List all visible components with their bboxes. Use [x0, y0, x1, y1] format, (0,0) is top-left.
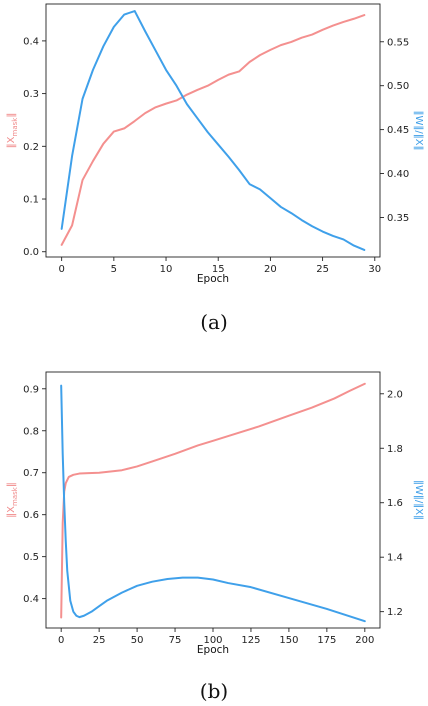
y-right-tick: 0.40 — [380, 169, 409, 180]
x-tick: 20 — [264, 257, 277, 275]
y-left-tick-label: 0.4 — [23, 594, 39, 605]
x-tick-label: 0 — [58, 264, 64, 275]
y-left-tick: 0.7 — [23, 468, 46, 479]
x-tick: 200 — [355, 628, 374, 646]
y-left-tick: 0.4 — [23, 36, 46, 47]
y-right-tick: 0.50 — [380, 81, 409, 92]
y-left-tick-label: 0.1 — [23, 195, 39, 206]
x-tick-label: 30 — [368, 264, 381, 275]
series-line-left — [60, 382, 366, 619]
x-tick-label: 20 — [264, 264, 277, 275]
y-right-tick: 1.8 — [380, 444, 403, 455]
y-right-tick: 0.35 — [380, 213, 409, 224]
y-left-tick-label: 0.2 — [23, 142, 39, 153]
y-left-tick-label: 0.6 — [23, 510, 39, 521]
y-right-tick: 2.0 — [380, 389, 403, 400]
y-right-tick-label: 1.2 — [387, 607, 403, 618]
y-right-tick-label: 0.45 — [387, 125, 409, 136]
series-line-right — [60, 384, 366, 623]
y-right-tick-label: 0.35 — [387, 213, 409, 224]
y-left-label-sub: mask — [11, 486, 19, 506]
y-right-axis-label: ‖W‖/‖X‖ — [413, 110, 424, 150]
y-left-tick-label: 0.9 — [23, 384, 39, 395]
x-tick-label: 15 — [212, 264, 225, 275]
chart-a: 0 5 10 15 20 25 30 0.0 0.1 0.2 0.3 0.4 0.35 0.40 0.45 0… — [6, 3, 424, 334]
y-right-tick-label: 0.50 — [387, 81, 409, 92]
x-tick: 25 — [316, 257, 329, 275]
y-left-axis-label: ‖Xmask‖ — [6, 113, 19, 149]
x-tick-label: 10 — [160, 264, 173, 275]
x-tick-label: 50 — [131, 635, 144, 646]
x-tick: 150 — [279, 628, 298, 646]
x-tick-label: 25 — [93, 635, 106, 646]
y-right-tick-label: 1.6 — [387, 498, 403, 509]
y-right-tick: 1.2 — [380, 607, 403, 618]
x-tick: 75 — [169, 628, 182, 646]
y-right-tick-label: 2.0 — [387, 389, 403, 400]
x-tick: 25 — [93, 628, 106, 646]
x-axis-label: Epoch — [197, 273, 229, 285]
y-left-tick: 0.8 — [23, 426, 46, 437]
plot-frame — [45, 371, 381, 629]
y-right-tick-label: 1.4 — [387, 553, 403, 564]
y-left-label-sub: mask — [11, 117, 19, 137]
x-tick-label: 125 — [241, 635, 260, 646]
x-tick: 50 — [131, 628, 144, 646]
series-line-right — [60, 10, 366, 251]
x-tick-label: 5 — [111, 264, 117, 275]
x-tick: 30 — [368, 257, 381, 275]
x-tick: 100 — [203, 628, 223, 646]
y-left-tick-label: 0.5 — [23, 552, 39, 563]
y-left-label-end: ‖ — [6, 113, 17, 118]
y-right-tick-label: 0.55 — [387, 37, 409, 48]
x-tick: 10 — [160, 257, 173, 275]
x-tick: 0 — [58, 257, 65, 275]
y-left-tick-label: 0.4 — [23, 36, 39, 47]
y-right-axis-label: ‖W‖/‖X‖ — [413, 480, 424, 520]
y-left-label-main: ‖X — [6, 136, 17, 148]
x-tick-label: 75 — [169, 635, 182, 646]
y-right-tick: 0.45 — [380, 125, 409, 136]
x-tick-label: 150 — [279, 635, 298, 646]
y-left-tick: 0.3 — [23, 89, 46, 100]
y-left-tick: 0.2 — [23, 142, 46, 153]
y-left-tick: 0.1 — [23, 195, 46, 206]
y-right-tick-label: 0.40 — [387, 169, 409, 180]
y-right-tick: 1.6 — [380, 498, 403, 509]
y-left-axis-label: ‖Xmask‖ — [6, 482, 19, 518]
y-right-tick: 1.4 — [380, 553, 403, 564]
y-right-tick-label: 1.8 — [387, 444, 403, 455]
x-axis-label: Epoch — [197, 644, 229, 656]
x-tick: 15 — [212, 257, 225, 275]
plot-frame — [45, 3, 381, 258]
y-left-tick-label: 0.3 — [23, 89, 39, 100]
x-tick-label: 25 — [316, 264, 329, 275]
y-left-label-end: ‖ — [6, 482, 17, 487]
figure-caption: (a) — [200, 310, 228, 334]
y-left-tick: 0.6 — [23, 510, 46, 521]
x-tick: 0 — [58, 628, 64, 646]
series-line-left — [60, 14, 366, 246]
x-tick-label: 175 — [317, 635, 336, 646]
x-tick-label: 100 — [203, 635, 222, 646]
y-left-tick-label: 0.0 — [23, 247, 39, 258]
y-right-tick: 0.55 — [380, 37, 409, 48]
y-left-tick: 0.0 — [23, 247, 46, 258]
y-left-tick-label: 0.8 — [23, 426, 39, 437]
x-tick: 5 — [111, 257, 117, 275]
figure-caption: (b) — [200, 679, 228, 703]
chart-b: 0 25 50 75 100 125 150 175 200 0.4 0.5 0.6 0.7 0.8 0.9… — [6, 371, 424, 703]
y-left-label-main: ‖X — [6, 506, 17, 518]
x-tick: 175 — [317, 628, 336, 646]
x-tick-label: 0 — [58, 635, 64, 646]
x-tick-label: 200 — [355, 635, 374, 646]
y-left-tick: 0.5 — [23, 552, 46, 563]
y-left-tick-label: 0.7 — [23, 468, 39, 479]
y-left-tick: 0.9 — [23, 384, 46, 395]
x-tick: 125 — [241, 628, 261, 646]
y-left-tick: 0.4 — [23, 594, 46, 605]
